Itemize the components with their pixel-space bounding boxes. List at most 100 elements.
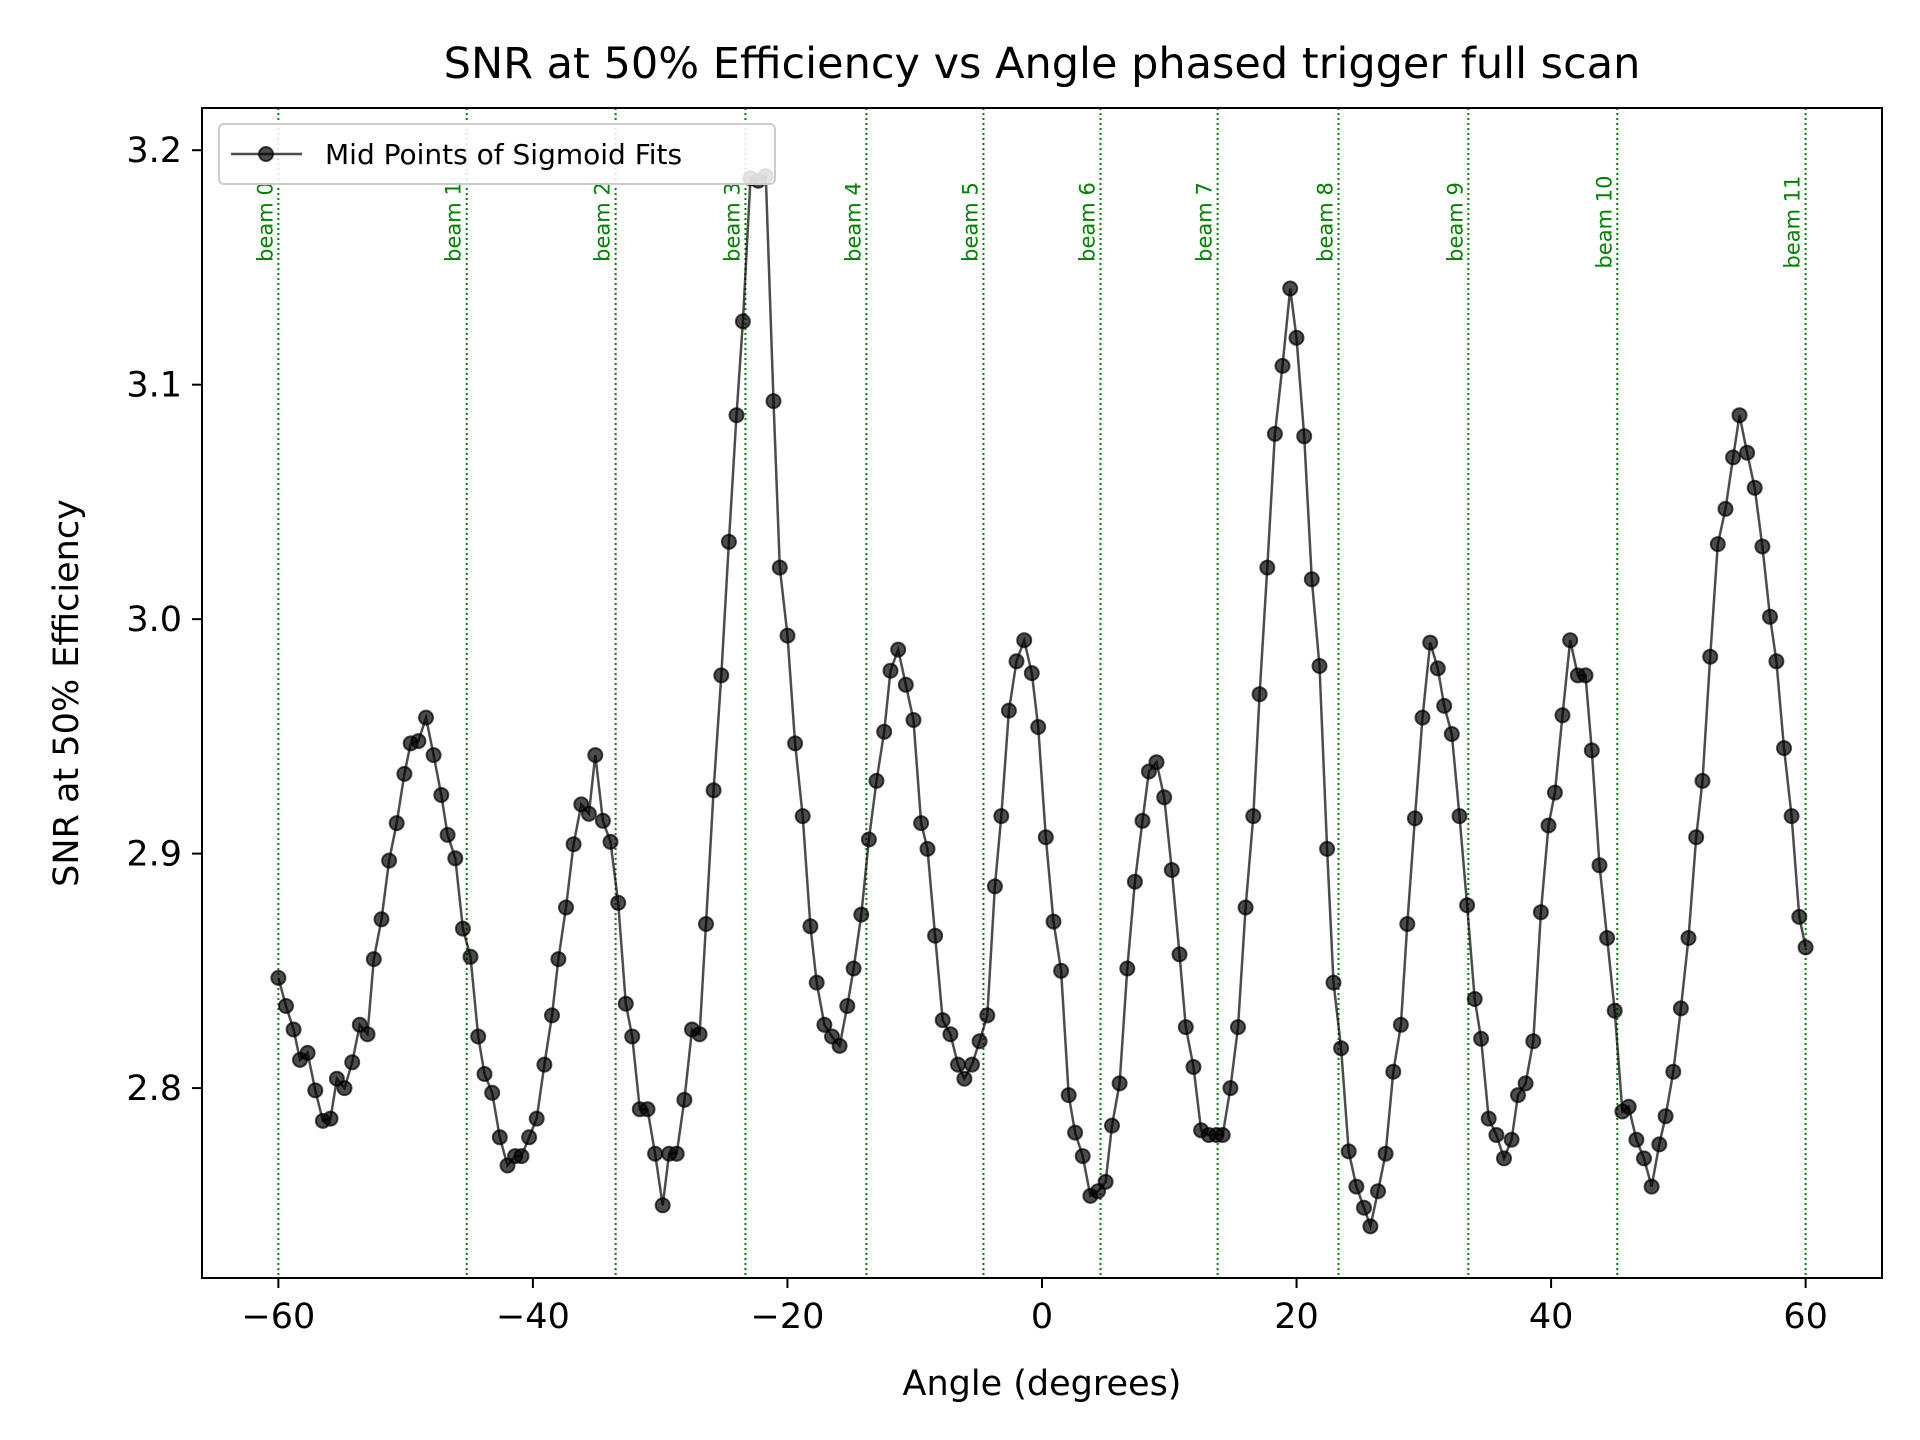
data-point-198 (1731, 407, 1748, 424)
data-point-138 (1288, 329, 1305, 346)
data-point-139 (1296, 428, 1313, 445)
data-point-148 (1362, 1218, 1379, 1235)
data-point-114 (1111, 1075, 1128, 1092)
data-point-96 (979, 1007, 996, 1024)
data-point-144 (1333, 1040, 1350, 1057)
data-point-172 (1540, 817, 1557, 834)
data-point-67 (765, 393, 782, 410)
data-point-108 (1067, 1124, 1084, 1141)
data-point-83 (882, 662, 899, 679)
x-axis: −60 −40 −20 0 20 40 60 (241, 1278, 1828, 1337)
beam-label-11: beam 11 (1781, 176, 1805, 269)
y-tick-label-0: 2.8 (126, 1069, 182, 1109)
data-point-179 (1591, 857, 1608, 874)
beam-label-1: beam 1 (442, 182, 466, 262)
data-point-90 (934, 1012, 951, 1029)
data-point-54 (668, 1145, 685, 1162)
data-point-167 (1503, 1131, 1520, 1148)
data-point-189 (1665, 1063, 1682, 1080)
data-point-170 (1525, 1033, 1542, 1050)
data-point-133 (1251, 686, 1268, 703)
data-point-102 (1023, 665, 1040, 682)
data-point-29 (484, 1084, 501, 1101)
data-point-82 (876, 723, 893, 740)
data-point-119 (1148, 754, 1165, 771)
data-point-106 (1053, 962, 1070, 979)
data-point-23 (439, 826, 456, 843)
data-point-115 (1119, 960, 1136, 977)
data-point-16 (388, 815, 405, 832)
data-point-187 (1651, 1136, 1668, 1153)
data-point-155 (1414, 709, 1431, 726)
data-point-173 (1546, 784, 1563, 801)
data-point-160 (1451, 808, 1468, 825)
data-point-135 (1266, 425, 1283, 442)
data-point-33 (513, 1148, 530, 1165)
data-point-123 (1177, 1019, 1194, 1036)
data-point-152 (1392, 1016, 1409, 1033)
data-point-34 (521, 1129, 538, 1146)
data-point-193 (1694, 772, 1711, 789)
data-point-131 (1237, 899, 1254, 916)
data-point-61 (720, 533, 737, 550)
data-point-60 (713, 667, 730, 684)
data-point-15 (381, 852, 398, 869)
data-point-21 (425, 747, 442, 764)
legend: Mid Points of Sigmoid Fits (218, 123, 776, 185)
data-point-5 (307, 1082, 324, 1099)
x-tick-label-4: 20 (1274, 1297, 1319, 1337)
data-point-59 (705, 782, 722, 799)
data-point-147 (1356, 1199, 1372, 1216)
data-point-88 (919, 840, 936, 857)
data-point-166 (1496, 1150, 1512, 1167)
data-point-207 (1797, 939, 1814, 956)
data-point-204 (1776, 740, 1792, 757)
data-point-46 (610, 894, 627, 911)
data-point-162 (1466, 991, 1483, 1007)
data-point-7 (322, 1110, 339, 1127)
legend-marker-swatch (258, 146, 274, 162)
beam-label-7: beam 7 (1193, 182, 1217, 262)
data-point-55 (676, 1091, 693, 1108)
beam-markers: beam 0 beam 1 beam 2 beam 3 beam 4 beam 5 beam… (253, 108, 1807, 1278)
y-axis: 2.8 2.9 3.0 3.1 3.2 (126, 131, 202, 1109)
data-point-181 (1606, 1002, 1623, 1019)
data-point-183 (1620, 1098, 1637, 1115)
data-point-73 (808, 974, 825, 991)
x-tick-label-0: −60 (241, 1297, 315, 1337)
data-point-124 (1185, 1059, 1202, 1075)
data-point-14 (373, 911, 390, 928)
data-point-185 (1636, 1150, 1652, 1167)
data-point-47 (617, 995, 634, 1012)
data-point-45 (602, 833, 619, 850)
data-point-86 (905, 712, 922, 728)
data-point-1 (278, 998, 294, 1014)
y-axis-label: SNR at 50% Efficiency (47, 499, 87, 887)
data-point-132 (1245, 808, 1262, 825)
data-point-165 (1488, 1127, 1505, 1143)
x-axis-label: Angle (degrees) (903, 1364, 1182, 1404)
data-point-74 (816, 1016, 833, 1033)
data-point-48 (624, 1028, 641, 1045)
data-point-120 (1156, 789, 1173, 806)
data-point-206 (1791, 908, 1808, 925)
y-tick-label-1: 2.9 (126, 835, 182, 875)
data-point-51 (647, 1145, 664, 1162)
data-point-178 (1583, 742, 1600, 759)
data-point-154 (1406, 810, 1423, 827)
data-point-171 (1532, 904, 1549, 921)
data-point-192 (1688, 829, 1705, 846)
data-point-36 (536, 1056, 553, 1073)
data-point-98 (993, 808, 1010, 825)
data-point-128 (1214, 1127, 1231, 1143)
data-point-94 (964, 1056, 980, 1073)
data-point-205 (1783, 808, 1800, 825)
data-point-24 (447, 850, 464, 867)
data-point-137 (1282, 280, 1299, 297)
data-point-191 (1680, 930, 1697, 946)
data-point-174 (1554, 707, 1571, 724)
data-point-101 (1016, 632, 1033, 649)
data-point-177 (1577, 667, 1594, 684)
data-point-140 (1303, 571, 1320, 588)
data-point-149 (1370, 1183, 1386, 1200)
